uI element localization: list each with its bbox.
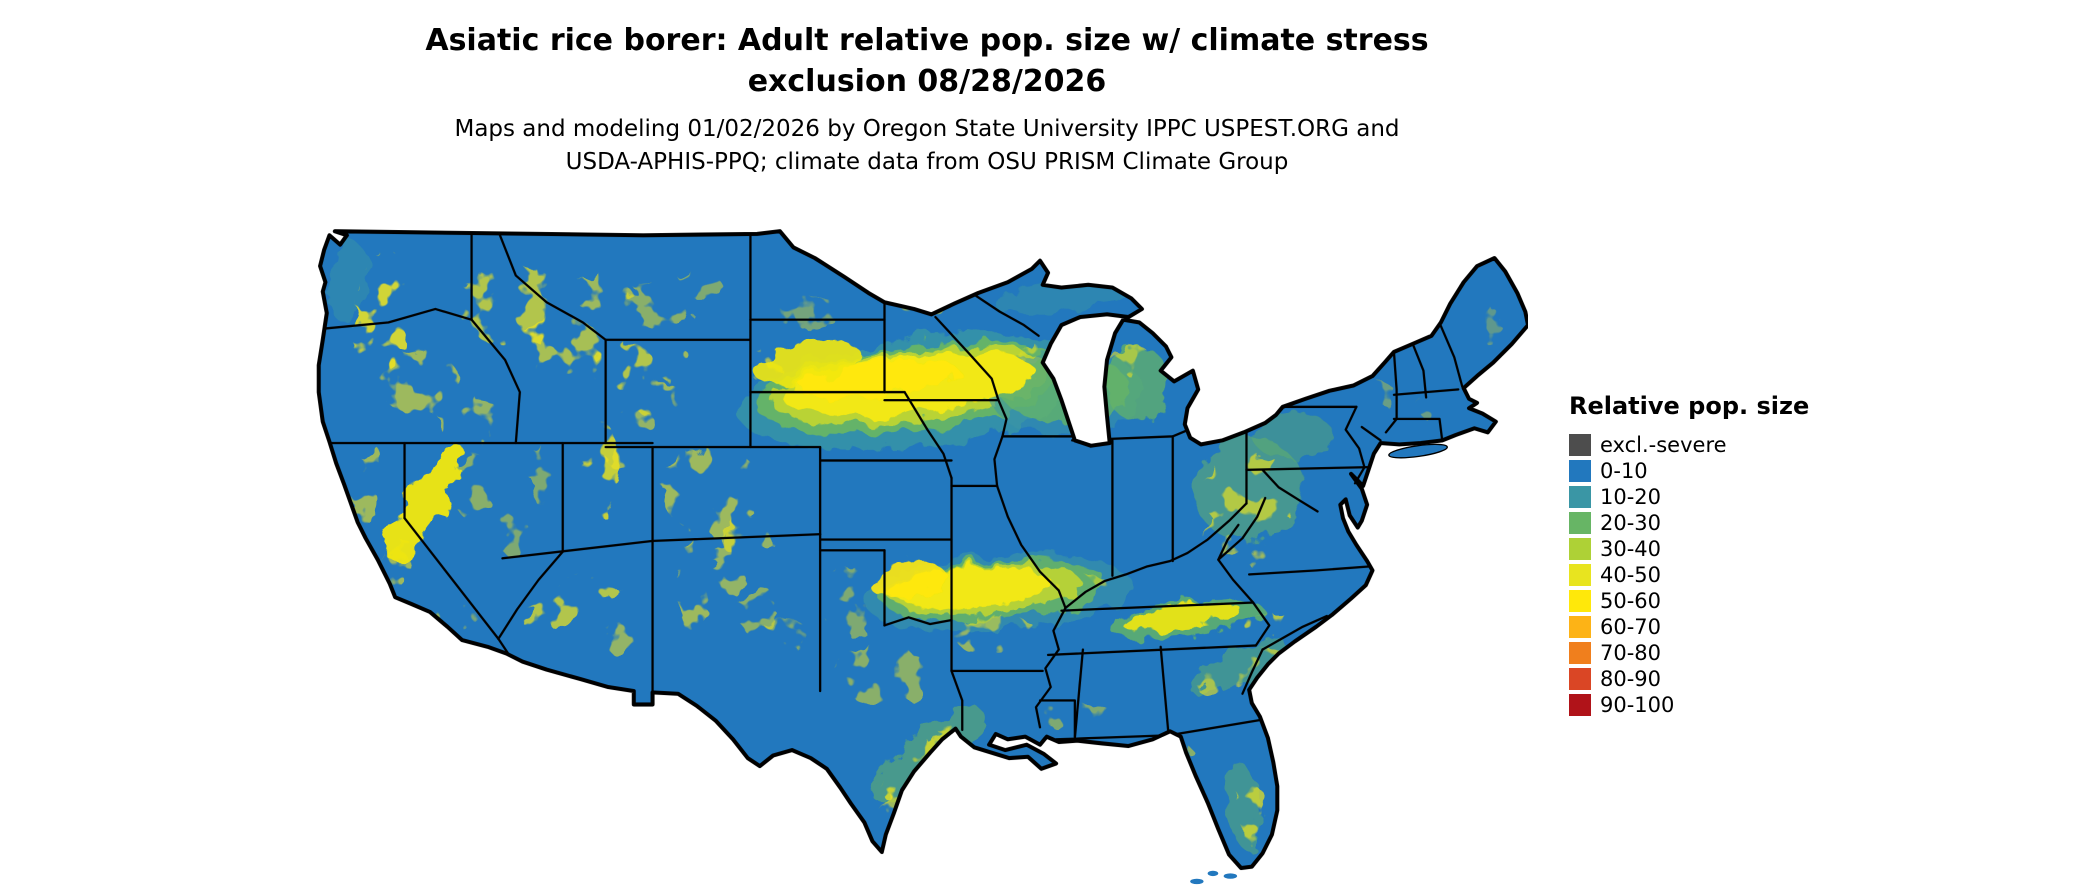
population-raster-layer (318, 231, 1499, 851)
legend-item-60-70: 60-70 (1569, 616, 1869, 638)
legend-swatch (1569, 486, 1591, 508)
map-title-line-2: exclusion 08/28/2026 (747, 64, 1107, 99)
legend-swatch (1569, 668, 1591, 690)
legend-swatch (1569, 616, 1591, 638)
map-subtitle-line-2: USDA-APHIS-PPQ; climate data from OSU PR… (565, 149, 1289, 175)
legend-swatch (1569, 564, 1591, 586)
legend-item-label: 0-10 (1600, 459, 1648, 483)
chart-header: Asiatic rice borer: Adult relative pop. … (312, 20, 1542, 179)
conus-land (318, 231, 1528, 885)
florida-keys-3 (1190, 878, 1204, 885)
legend-item-50-60: 50-60 (1569, 590, 1869, 612)
us-map-container (308, 228, 1531, 886)
map-legend: Relative pop. size excl.-severe 0-10 10-20… (1569, 392, 1869, 716)
legend-item-label: 10-20 (1600, 485, 1662, 509)
conus-outline (316, 229, 1531, 871)
legend-item-label: 70-80 (1600, 641, 1662, 665)
map-title-line-1: Asiatic rice borer: Adult relative pop. … (425, 23, 1429, 58)
legend-item-label: excl.-severe (1600, 433, 1727, 457)
legend-item-label: 50-60 (1600, 589, 1662, 613)
florida-keys-2 (1207, 870, 1219, 877)
legend-swatch (1569, 460, 1591, 482)
legend-swatch (1569, 590, 1591, 612)
legend-item-label: 40-50 (1600, 563, 1662, 587)
legend-title: Relative pop. size (1569, 392, 1810, 420)
legend-item-0-10: 0-10 (1569, 460, 1869, 482)
conus-base-fill (318, 231, 1528, 869)
legend-item-label: 30-40 (1600, 537, 1662, 561)
legend-swatch (1569, 694, 1591, 716)
map-subtitle-line-1: Maps and modeling 01/02/2026 by Oregon S… (454, 116, 1400, 142)
legend-item-label: 20-30 (1600, 511, 1662, 535)
legend-item-80-90: 80-90 (1569, 668, 1869, 690)
long-island (1388, 443, 1448, 459)
florida-keys-1 (1223, 873, 1238, 879)
legend-item-10-20: 10-20 (1569, 486, 1869, 508)
legend-item-90-100: 90-100 (1569, 694, 1869, 716)
legend-item-20-30: 20-30 (1569, 512, 1869, 534)
legend-item-label: 90-100 (1600, 693, 1675, 717)
legend-items: excl.-severe 0-10 10-20 20-30 30-40 40-50 50-6… (1569, 434, 1869, 716)
legend-item-70-80: 70-80 (1569, 642, 1869, 664)
legend-item-40-50: 40-50 (1569, 564, 1869, 586)
legend-swatch (1569, 642, 1591, 664)
legend-item-excl.-severe: excl.-severe (1569, 434, 1869, 456)
legend-item-label: 80-90 (1600, 667, 1662, 691)
us-map (316, 229, 1531, 885)
legend-item-label: 60-70 (1600, 615, 1662, 639)
legend-swatch (1569, 512, 1591, 534)
state-borders (318, 231, 1464, 741)
legend-swatch (1569, 538, 1591, 560)
legend-swatch (1569, 434, 1591, 456)
legend-item-30-40: 30-40 (1569, 538, 1869, 560)
